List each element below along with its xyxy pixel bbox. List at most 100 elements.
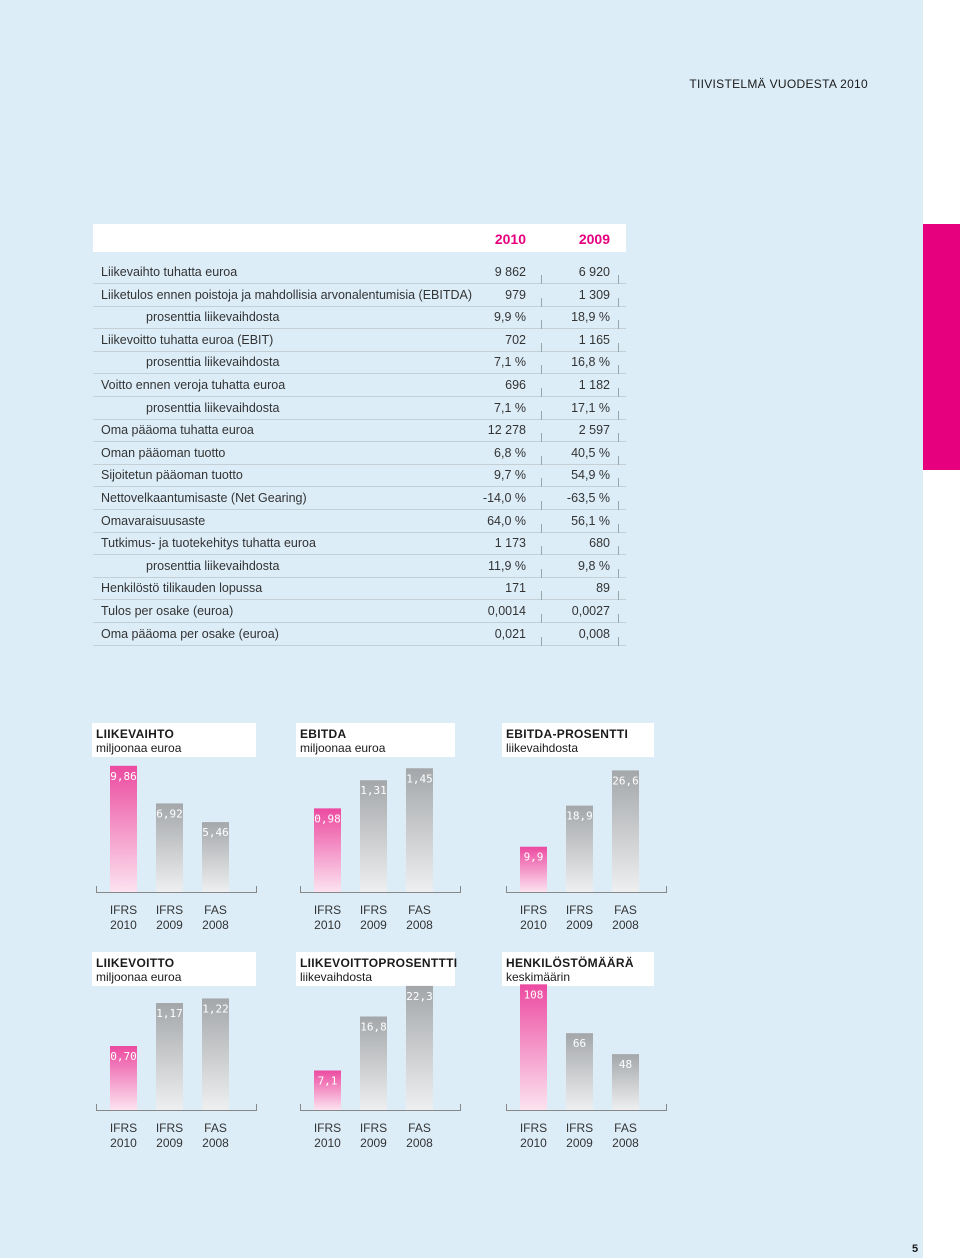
column-tick	[618, 501, 619, 510]
x-tick-label: IFRS 2010	[308, 903, 348, 933]
row-label: Tulos per osake (euroa)	[101, 604, 234, 618]
x-tick-label: IFRS 2010	[104, 1121, 144, 1151]
table-row: Voitto ennen veroja tuhatta euroa 696 1 18…	[93, 374, 626, 397]
row-label: prosenttia liikevaihdosta	[146, 558, 280, 573]
bar-value-label: 9,86	[110, 770, 137, 783]
bar-value-label: 5,46	[202, 826, 229, 839]
value-2010: 9,9 %	[494, 310, 526, 325]
column-tick	[618, 614, 619, 623]
x-tick-label: FAS 2008	[400, 903, 440, 933]
bar-value-label: 18,9	[566, 810, 593, 823]
column-tick	[618, 320, 619, 330]
value-2010: 0,0014	[487, 604, 526, 618]
chart-plot: 9,9 18,9 26,6	[506, 770, 667, 893]
column-tick	[541, 388, 542, 397]
x-tick-year: 2009	[566, 1136, 593, 1150]
column-tick	[618, 546, 619, 556]
column-tick	[618, 297, 619, 307]
column-tick	[618, 365, 619, 375]
x-tick-label: IFRS 2009	[354, 1121, 394, 1151]
key-figures-header: 2010 2009	[93, 224, 626, 252]
table-row: prosenttia liikevaihdosta 7,1 % 16,8 %	[93, 351, 626, 375]
chart-title: HENKILÖSTÖMÄÄRÄ	[506, 956, 634, 970]
x-tick-year: 2009	[156, 1136, 183, 1150]
x-tick-standard: FAS	[614, 1121, 637, 1135]
bar-value-label: 1,45	[406, 772, 433, 785]
value-2009: 17,1 %	[571, 400, 610, 415]
column-tick	[618, 342, 619, 352]
chart-plot: 0,98 1,31 1,45	[300, 768, 461, 893]
column-tick	[541, 320, 542, 330]
row-label: Liiketulos ennen poistoja ja mahdollisia…	[101, 287, 473, 302]
chart-plot: 0,70 1,17 1,22	[96, 998, 257, 1111]
value-2009: 680	[589, 536, 610, 551]
chart-title: EBITDA-PROSENTTI	[506, 727, 629, 741]
bar	[566, 805, 593, 892]
column-tick	[541, 433, 542, 443]
value-2010: 64,0 %	[487, 513, 526, 528]
column-tick	[541, 591, 542, 601]
x-tick-year: 2009	[566, 918, 593, 932]
column-tick	[618, 410, 619, 420]
x-tick-standard: IFRS	[519, 903, 548, 917]
chart-subtitle: keskimäärin	[506, 970, 571, 984]
bar-value-label: 0,98	[314, 812, 341, 825]
bar-value-label: 22,3	[406, 990, 433, 1003]
value-2010: 979	[505, 287, 526, 302]
bar	[156, 1003, 183, 1110]
x-tick-year: 2008	[612, 918, 639, 932]
value-2010: 7,1 %	[494, 400, 526, 415]
x-tick-year: 2010	[314, 918, 341, 932]
table-row: Liikevaihto tuhatta euroa 9 862 6 920	[93, 261, 626, 284]
column-2010: 2010	[494, 231, 526, 247]
x-tick-standard: IFRS	[313, 903, 342, 917]
x-tick-standard: FAS	[204, 903, 227, 917]
x-tick-standard: IFRS	[565, 903, 594, 917]
page-number: 5	[912, 1243, 919, 1255]
bar	[202, 998, 229, 1110]
column-tick	[541, 636, 542, 646]
x-tick-label: IFRS 2010	[104, 903, 144, 933]
x-tick-standard: IFRS	[359, 903, 388, 917]
x-tick-label: IFRS 2009	[560, 903, 600, 933]
row-label: Tutkimus- ja tuotekehitys tuhatta euroa	[101, 536, 316, 551]
x-tick-year: 2010	[520, 1136, 547, 1150]
bar-value-label: 1,31	[360, 784, 387, 797]
x-tick-standard: IFRS	[313, 1121, 342, 1135]
bar-chart: LIIKEVOITTO miljoonaa euroa 0,70 1,17 1,22 IF…	[92, 952, 262, 1155]
column-tick	[618, 388, 619, 397]
bar	[612, 770, 639, 892]
row-label: Sijoitetun pääoman tuotto	[101, 468, 243, 483]
bar-value-label: 6,92	[156, 807, 183, 820]
x-tick-standard: IFRS	[359, 1121, 388, 1135]
column-tick	[541, 523, 542, 533]
column-tick	[541, 410, 542, 420]
chart-title-box: LIIKEVOITTOPROSENTTTI liikevaihdosta	[296, 952, 457, 986]
column-tick	[541, 342, 542, 352]
table-row: Tulos per osake (euroa) 0,0014 0,0027	[93, 600, 626, 623]
x-tick-standard: IFRS	[109, 1121, 138, 1135]
bar-value-label: 26,6	[612, 774, 639, 787]
bar	[110, 1046, 137, 1110]
chart-title: LIIKEVOITTO	[96, 956, 175, 970]
value-2010: 11,9 %	[488, 558, 526, 573]
row-label: Nettovelkaantumisaste (Net Gearing)	[101, 491, 307, 505]
chart-plot: 7,1 16,8 22,3	[300, 985, 461, 1111]
row-label: Oma pääoma per osake (euroa)	[101, 626, 279, 641]
column-tick	[541, 365, 542, 375]
x-tick-standard: FAS	[408, 903, 431, 917]
chart-plot: 108 66 48	[506, 984, 667, 1111]
table-row: prosenttia liikevaihdosta 9,9 % 18,9 %	[93, 306, 626, 330]
bar-chart: EBITDA-PROSENTTI liikevaihdosta 9,9 18,9 26,…	[502, 723, 672, 937]
x-tick-label: IFRS 2009	[560, 1121, 600, 1151]
bar-value-label: 16,8	[360, 1021, 387, 1034]
x-tick-year: 2010	[110, 918, 137, 932]
chart-title-box: EBITDA miljoonaa euroa	[296, 723, 455, 757]
value-2009: 1 182	[578, 378, 610, 392]
x-tick-year: 2008	[202, 918, 229, 932]
bar-value-label: 48	[619, 1058, 632, 1071]
x-tick-year: 2009	[360, 918, 387, 932]
value-2009: 6 920	[578, 265, 610, 279]
chart-subtitle: miljoonaa euroa	[96, 741, 182, 755]
x-tick-standard: FAS	[204, 1121, 227, 1135]
